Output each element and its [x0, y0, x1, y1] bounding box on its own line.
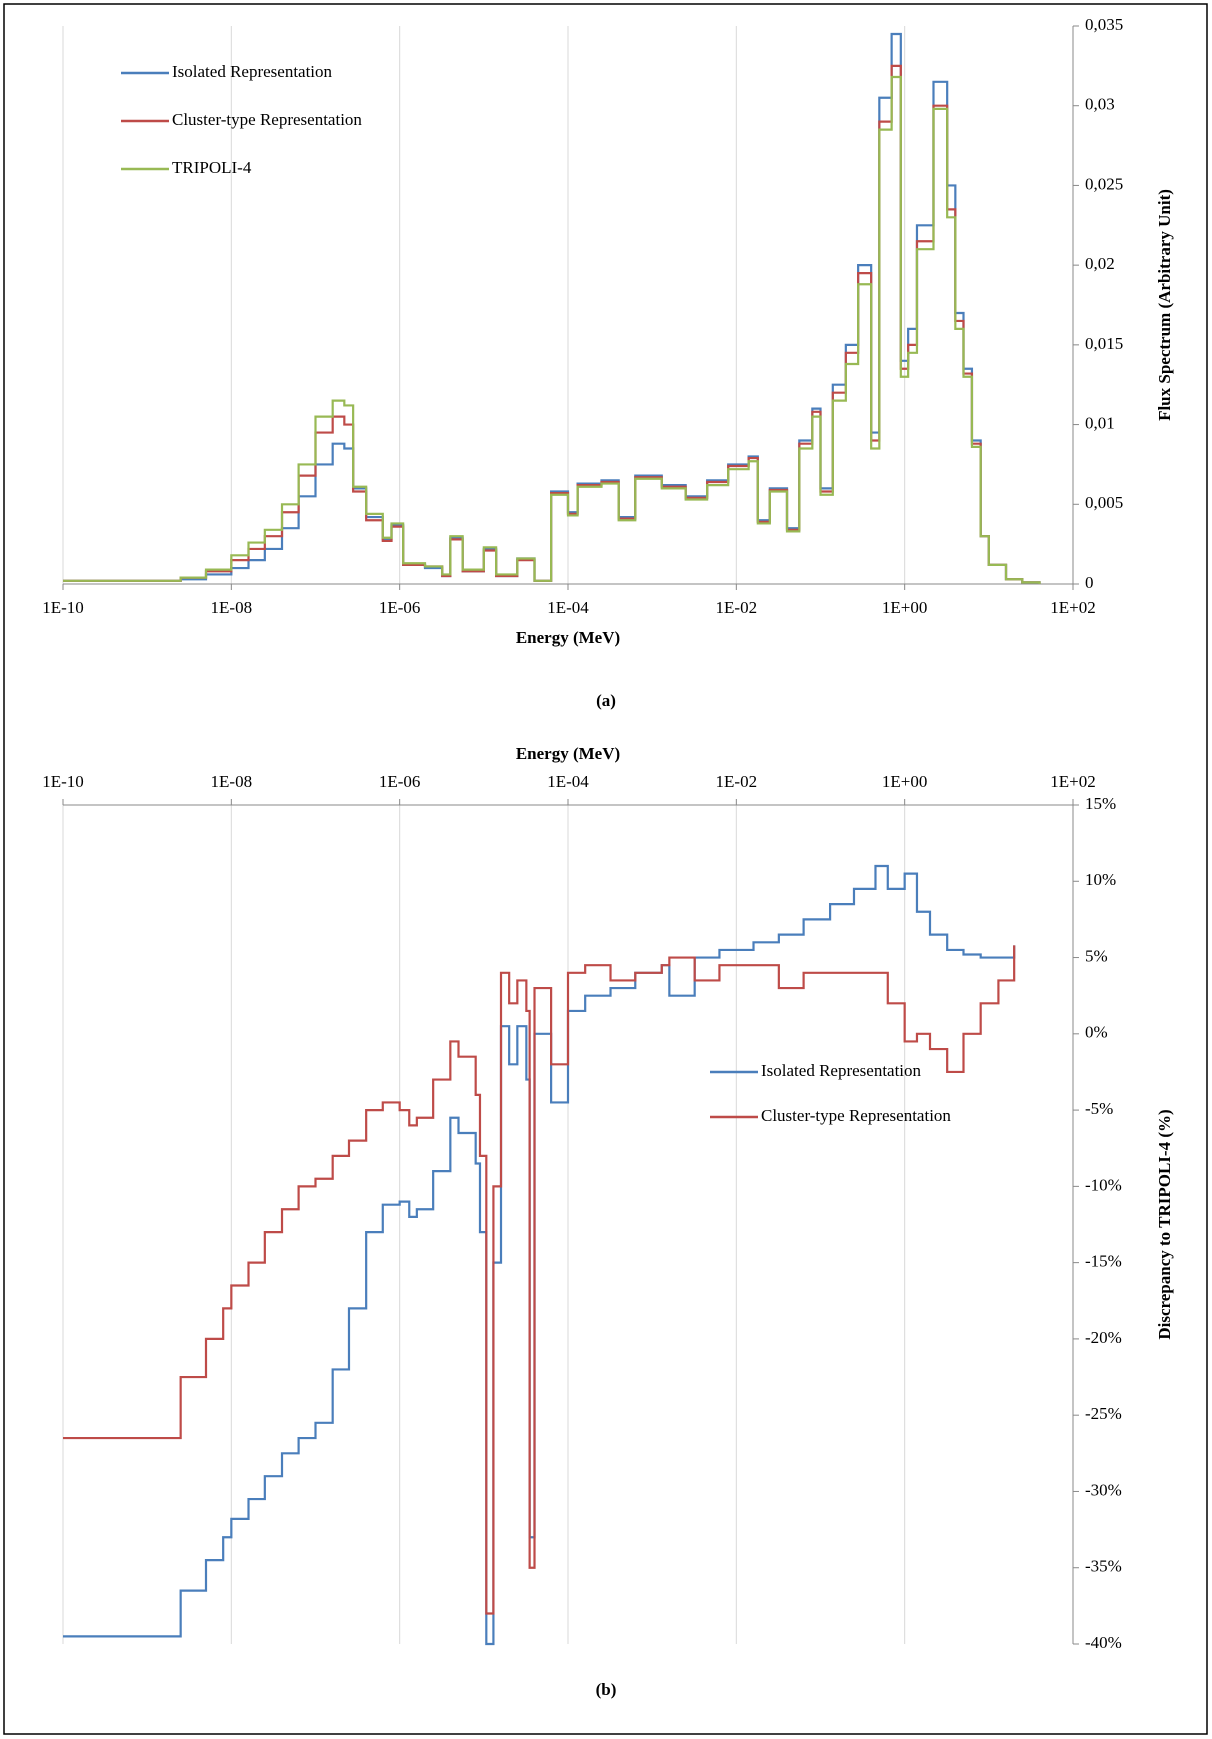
- frame: [3, 3, 1208, 1735]
- y-axis-title: Flux Spectrum (Arbitrary Unit): [1155, 189, 1174, 421]
- x-tick-label: 1E-06: [379, 772, 421, 791]
- series-line: [63, 945, 1016, 1615]
- y-tick-label: 0,01: [1085, 413, 1115, 432]
- y-tick-label: 0,035: [1085, 15, 1123, 34]
- x-tick-label: 1E+00: [882, 598, 927, 617]
- series-line: [63, 75, 1041, 584]
- y-tick-label: 0,025: [1085, 174, 1123, 193]
- x-tick-label: 1E-02: [716, 772, 758, 791]
- y-tick-label: -30%: [1085, 1480, 1122, 1499]
- x-tick-label: 1E-04: [547, 772, 589, 791]
- y-tick-label: -20%: [1085, 1328, 1122, 1347]
- y-tick-label: 0,02: [1085, 254, 1115, 273]
- y-axis-title: Discrepancy to TRIPOLI-4 (%): [1155, 1109, 1174, 1339]
- y-tick-label: 10%: [1085, 870, 1116, 889]
- panel-label: (a): [596, 691, 616, 710]
- x-axis-title: Energy (MeV): [516, 744, 620, 763]
- legend-label: Cluster-type Representation: [172, 110, 362, 129]
- y-tick-label: 0,005: [1085, 493, 1123, 512]
- y-tick-label: -5%: [1085, 1099, 1113, 1118]
- y-tick-label: 0: [1085, 573, 1094, 592]
- x-axis-title: Energy (MeV): [516, 628, 620, 647]
- y-tick-label: -25%: [1085, 1404, 1122, 1423]
- legend-label: Isolated Representation: [172, 62, 333, 81]
- x-tick-label: 1E-08: [211, 772, 253, 791]
- legend-label: Isolated Representation: [761, 1061, 922, 1080]
- y-tick-label: -15%: [1085, 1252, 1122, 1271]
- y-tick-label: -35%: [1085, 1557, 1122, 1576]
- legend-label: Cluster-type Representation: [761, 1106, 951, 1125]
- series-line: [63, 32, 1041, 584]
- y-tick-label: -40%: [1085, 1633, 1122, 1652]
- x-tick-label: 1E-04: [547, 598, 589, 617]
- y-tick-label: 5%: [1085, 946, 1108, 965]
- series-line: [63, 64, 1041, 584]
- y-tick-label: 0,015: [1085, 334, 1123, 353]
- panel-label: (b): [596, 1680, 617, 1699]
- x-tick-label: 1E-10: [42, 772, 84, 791]
- x-tick-label: 1E-08: [211, 598, 253, 617]
- x-tick-label: 1E+00: [882, 772, 927, 791]
- x-tick-label: 1E-02: [716, 598, 758, 617]
- y-tick-label: 15%: [1085, 794, 1116, 813]
- legend-label: TRIPOLI-4: [172, 158, 252, 177]
- y-tick-label: 0%: [1085, 1023, 1108, 1042]
- y-tick-label: 0,03: [1085, 95, 1115, 114]
- x-tick-label: 1E-06: [379, 598, 421, 617]
- x-tick-label: 1E+02: [1050, 772, 1095, 791]
- y-tick-label: -10%: [1085, 1175, 1122, 1194]
- x-tick-label: 1E+02: [1050, 598, 1095, 617]
- x-tick-label: 1E-10: [42, 598, 84, 617]
- series-line: [63, 864, 1016, 1646]
